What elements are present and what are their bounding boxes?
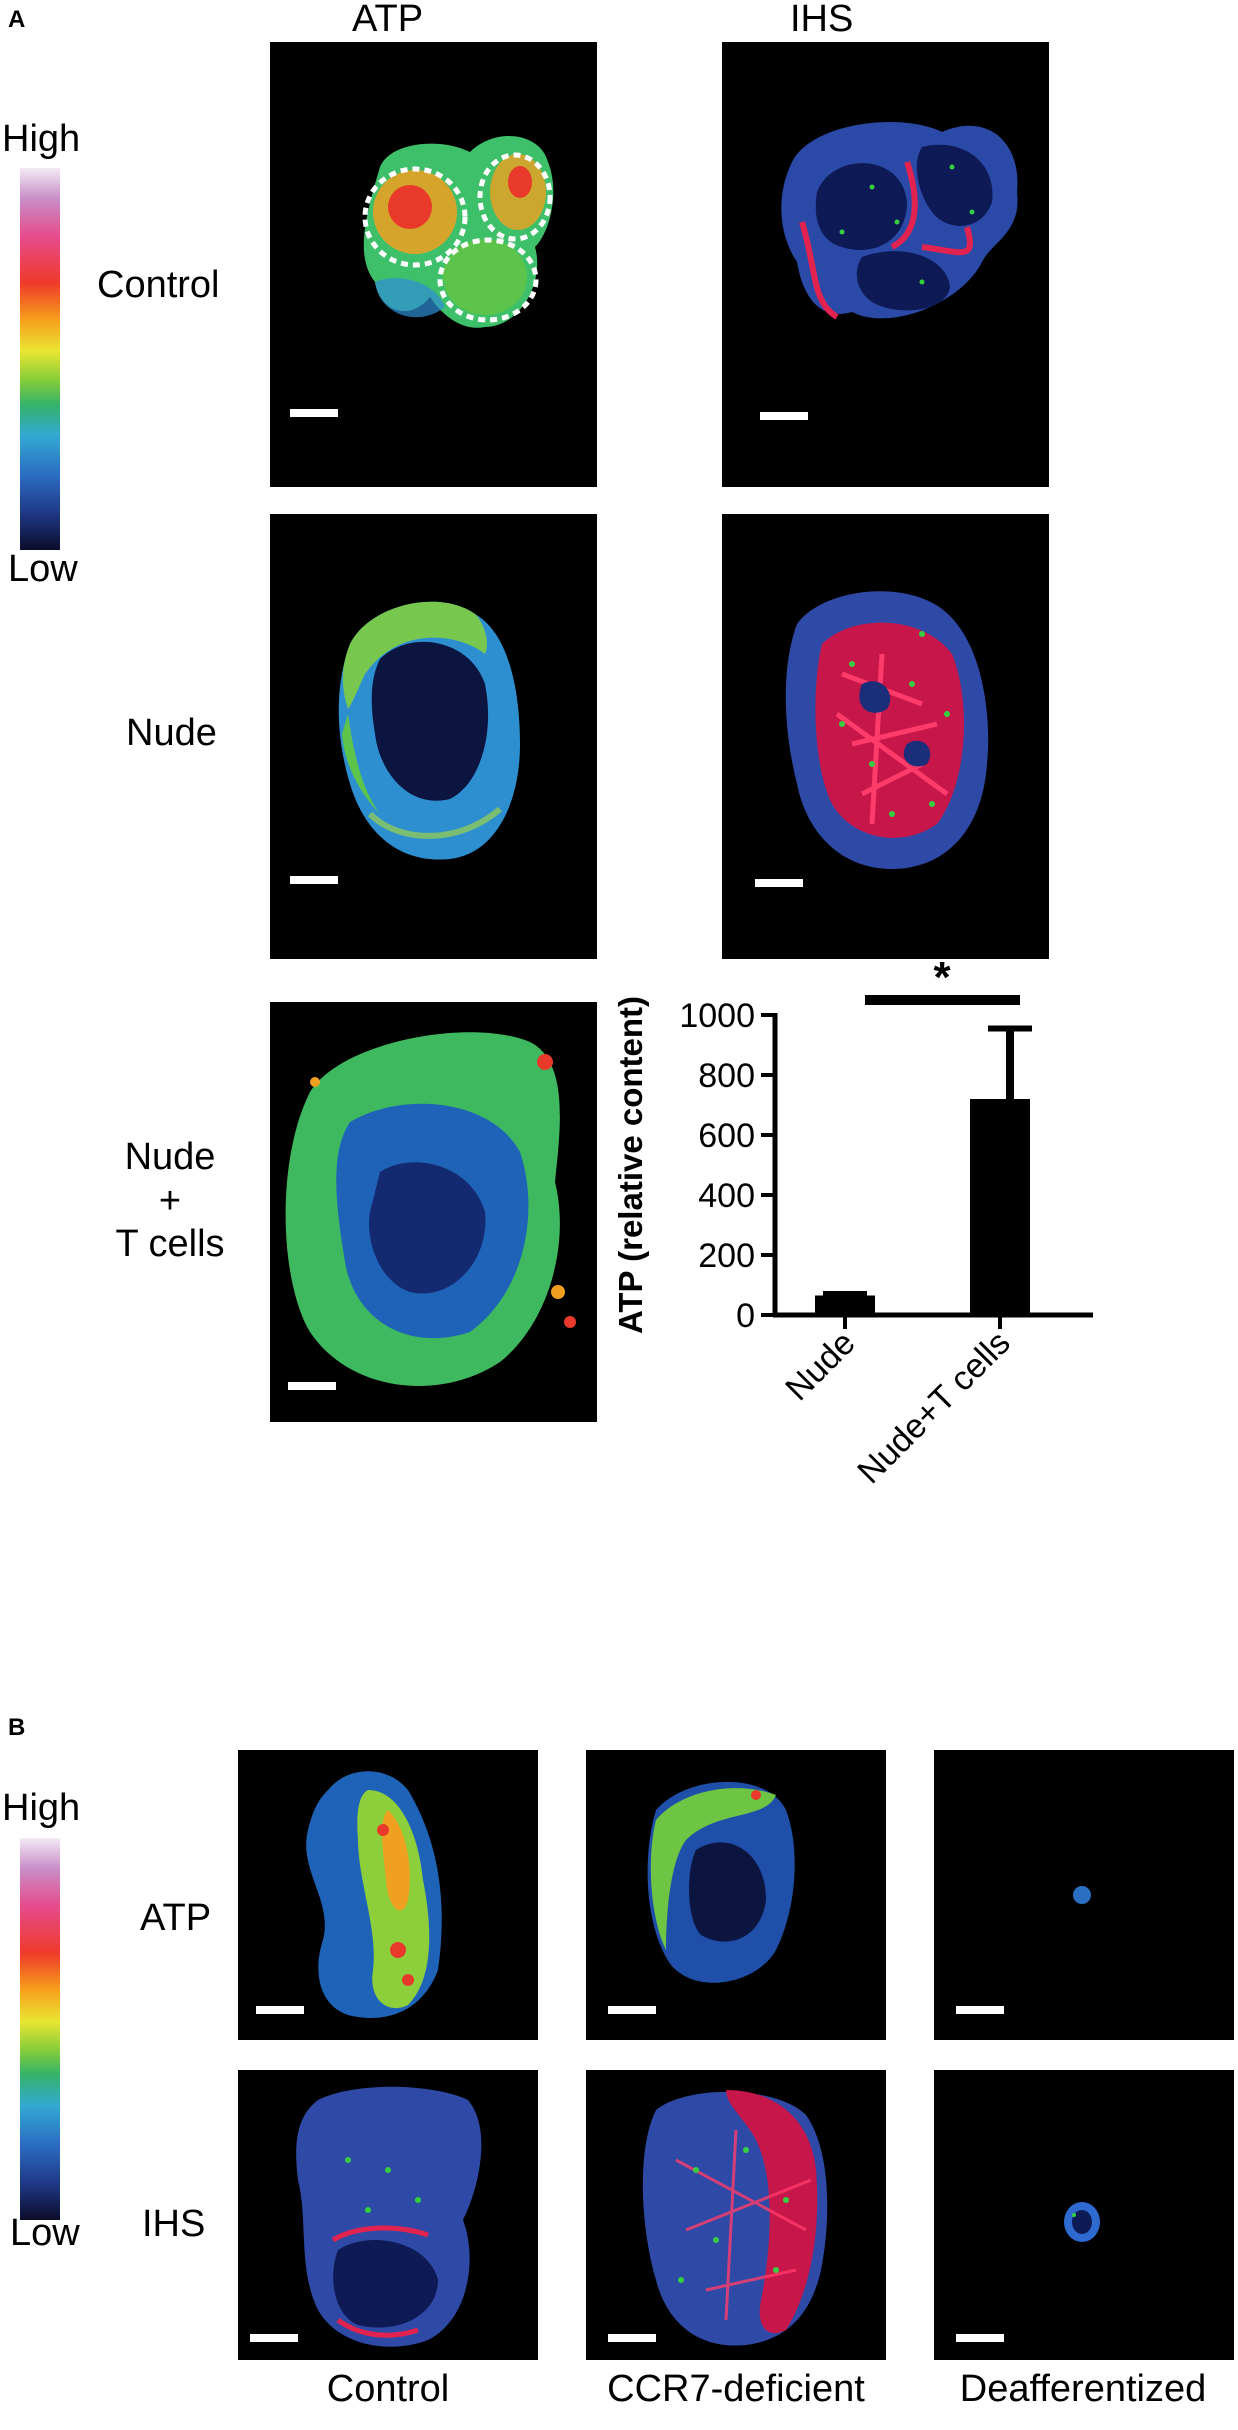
atp-bar-chart: 0 200 400 600 800 1000 ATP (relative content) N… [600, 953, 1100, 1680]
colorbar-b [20, 1838, 60, 2220]
scale-bar [288, 1382, 336, 1390]
image-b-deafferentized-ihs [934, 2070, 1234, 2360]
image-nude-ihs [722, 514, 1049, 959]
scale-bar [956, 2006, 1004, 2014]
y-tick-label: 1000 [679, 997, 755, 1035]
scale-bar [755, 879, 803, 887]
scale-bar [250, 2334, 298, 2342]
scale-bar [760, 412, 808, 420]
image-b-control-atp [238, 1750, 538, 2040]
scale-bar [256, 2006, 304, 2014]
scale-bar [956, 2334, 1004, 2342]
column-header-ihs: IHS [790, 0, 854, 40]
col-label-b-control: Control [326, 2368, 450, 2410]
bar-nude-t-cells [970, 1099, 1030, 1315]
x-tick-label: Nude [778, 1324, 862, 1408]
row-label-b-ihs: IHS [142, 2203, 206, 2245]
colorbar-high-label: High [2, 118, 81, 160]
row-label-control: Control [97, 264, 220, 306]
y-tick-label: 400 [698, 1177, 755, 1215]
y-tick-label: 600 [698, 1117, 755, 1155]
colorbar-b-low-label: Low [10, 2212, 80, 2254]
image-b-ccr7-ihs [586, 2070, 886, 2360]
scale-bar [608, 2006, 656, 2014]
colorbar-low-label: Low [8, 548, 78, 590]
image-b-deafferentized-atp [934, 1750, 1234, 2040]
significance-star: * [933, 960, 951, 1002]
image-nude-t-cells-atp [270, 1002, 597, 1422]
scale-bar [608, 2334, 656, 2342]
row-label-nude-t-cells: Nude + T cells [115, 1136, 225, 1266]
y-axis-label: ATP (relative content) [612, 996, 649, 1334]
col-label-b-deafferentized: Deafferentized [959, 2368, 1207, 2410]
x-tick-label: Nude+T cells [850, 1324, 1017, 1491]
scale-bar [290, 876, 338, 884]
image-b-control-ihs [238, 2070, 538, 2360]
row-label-b-atp: ATP [140, 1897, 212, 1939]
column-header-atp: ATP [352, 0, 424, 40]
atp-bar-chart-svg: 0 200 400 600 800 1000 ATP (relative content) N… [612, 953, 1093, 1491]
colorbar-a [20, 168, 60, 550]
scale-bar [290, 409, 338, 417]
y-tick-label: 800 [698, 1057, 755, 1095]
image-control-ihs [722, 42, 1049, 487]
y-tick-label: 200 [698, 1237, 755, 1275]
colorbar-b-high-label: High [2, 1787, 81, 1829]
image-control-atp [270, 42, 597, 487]
panel-b-letter: B [8, 1714, 26, 1741]
y-tick-label: 0 [736, 1297, 755, 1335]
image-b-ccr7-atp [586, 1750, 886, 2040]
image-nude-atp [270, 514, 597, 959]
row-label-nude: Nude [126, 712, 217, 754]
bar-nude [815, 1295, 875, 1315]
panel-a-letter: A [8, 6, 26, 33]
col-label-b-ccr7: CCR7-deficient [607, 2368, 865, 2410]
